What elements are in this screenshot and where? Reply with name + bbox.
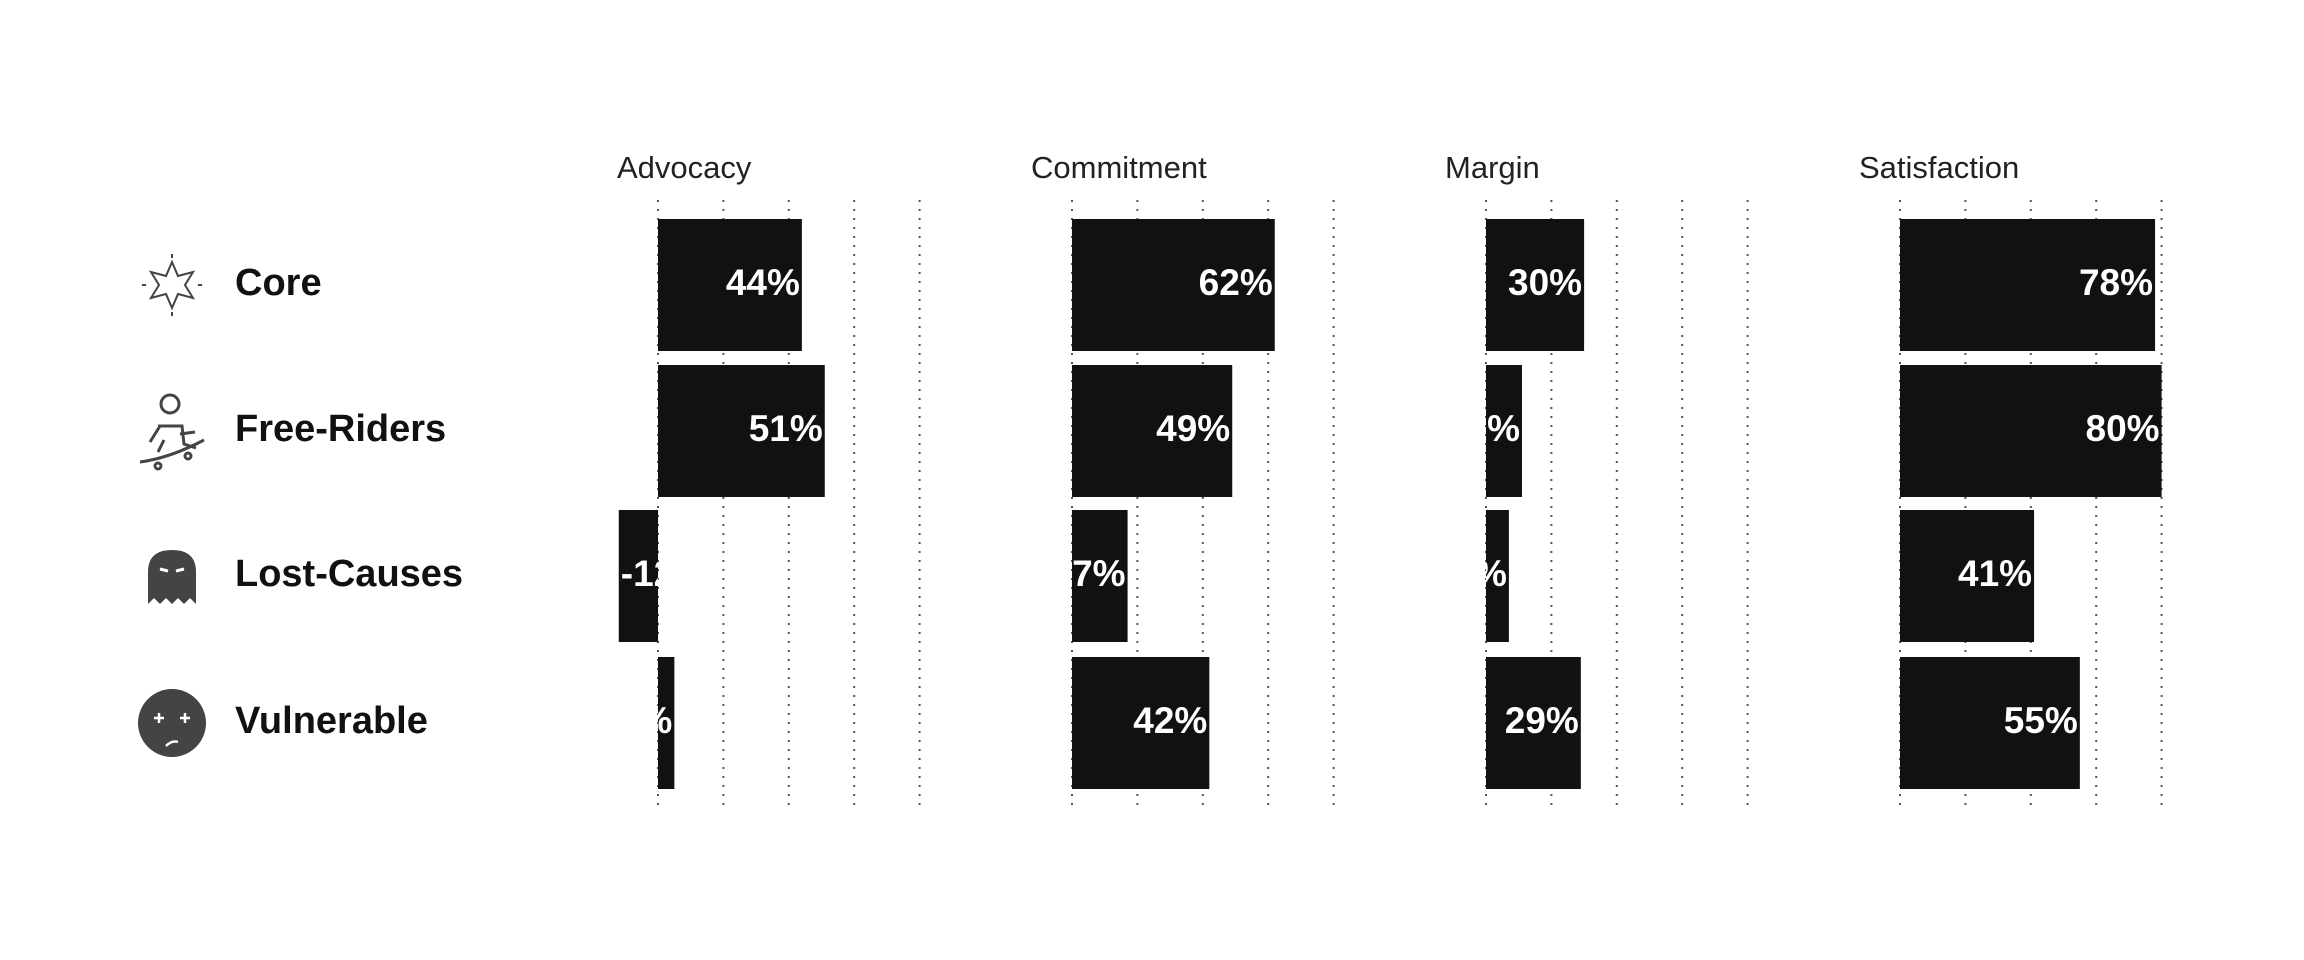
panel-title: Margin (1445, 150, 1540, 185)
bar (1486, 510, 1509, 642)
bar (1072, 365, 1233, 497)
value-label: 44% (726, 262, 800, 303)
value-label: 17% (1052, 553, 1126, 594)
panel-title: Satisfaction (1859, 150, 2019, 185)
value-label: -12% (621, 553, 707, 594)
icon-core (142, 254, 202, 316)
panel-title: Commitment (1031, 150, 1207, 185)
bar (658, 365, 825, 497)
category-label: Core (235, 262, 322, 304)
bar (618, 510, 658, 642)
icon-lost-causes (148, 550, 196, 604)
bar (1900, 657, 2080, 789)
bar (1486, 219, 1585, 351)
bar (1072, 657, 1210, 789)
bar (1072, 510, 1128, 642)
category-label: Lost-Causes (235, 553, 463, 595)
value-label: 42% (1133, 700, 1207, 741)
bar (1900, 365, 2162, 497)
value-label: 62% (1199, 262, 1273, 303)
value-label: 7% (1453, 553, 1506, 594)
value-label: 49% (1156, 408, 1230, 449)
bar (1900, 219, 2156, 351)
bar (1900, 510, 2035, 642)
value-label: 41% (1958, 553, 2032, 594)
value-label: 51% (749, 408, 823, 449)
panel-title: Advocacy (617, 150, 752, 185)
value-label: 11% (1448, 408, 1520, 449)
value-label: 55% (2004, 700, 2078, 741)
bar (1486, 657, 1581, 789)
icon-free-riders (139, 393, 205, 471)
value-label: 30% (1508, 262, 1582, 303)
category-label: Vulnerable (235, 700, 428, 742)
value-label: 80% (2086, 408, 2160, 449)
category-label: Free-Riders (235, 408, 446, 450)
icon-vulnerable (138, 689, 206, 757)
bar (1072, 219, 1275, 351)
bar (1486, 365, 1522, 497)
value-label: 5% (619, 700, 672, 741)
bar (658, 657, 675, 789)
value-label: 78% (2079, 262, 2153, 303)
bar (658, 219, 802, 351)
value-label: 29% (1505, 700, 1579, 741)
